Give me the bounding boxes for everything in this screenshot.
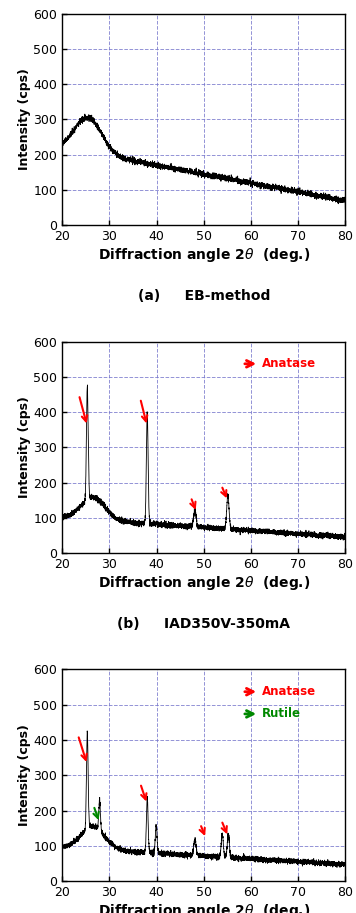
- Text: (a)     EB-method: (a) EB-method: [138, 289, 270, 303]
- Text: Rutile: Rutile: [262, 708, 301, 720]
- Text: Anatase: Anatase: [262, 357, 316, 371]
- Text: Anatase: Anatase: [262, 686, 316, 698]
- X-axis label: Diffraction angle 2$\theta$  (deg.): Diffraction angle 2$\theta$ (deg.): [98, 573, 310, 592]
- X-axis label: Diffraction angle 2$\theta$  (deg.): Diffraction angle 2$\theta$ (deg.): [98, 902, 310, 913]
- Y-axis label: Intensity (cps): Intensity (cps): [18, 68, 31, 171]
- Text: (b)     IAD350V-350mA: (b) IAD350V-350mA: [117, 616, 290, 631]
- Y-axis label: Intensity (cps): Intensity (cps): [18, 396, 31, 498]
- X-axis label: Diffraction angle 2$\theta$  (deg.): Diffraction angle 2$\theta$ (deg.): [98, 246, 310, 264]
- Y-axis label: Intensity (cps): Intensity (cps): [18, 724, 31, 826]
